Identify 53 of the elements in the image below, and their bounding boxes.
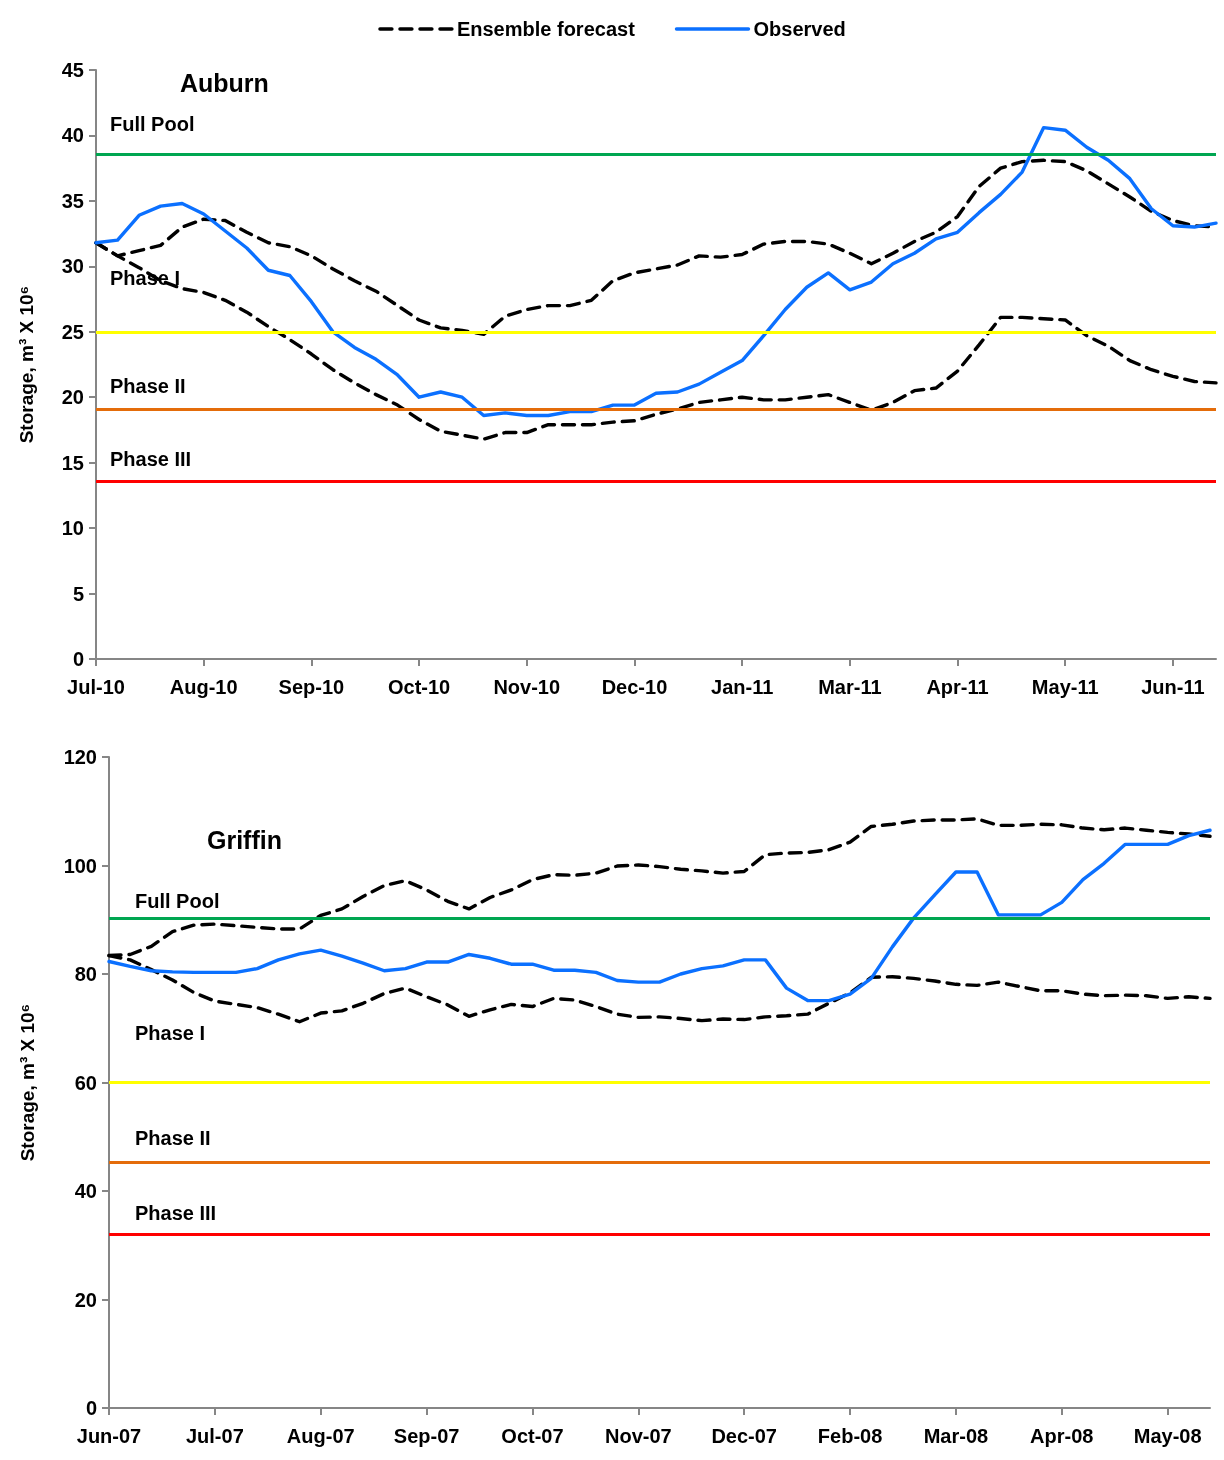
y-tick-label: 40 — [61, 124, 84, 147]
y-tick-label: 60 — [74, 1071, 97, 1094]
y-tick-label: 0 — [85, 1397, 97, 1419]
x-tick-label: May-08 — [1133, 1425, 1202, 1447]
x-tick-label: Oct-07 — [501, 1425, 564, 1447]
x-tick-label: Mar-11 — [818, 676, 882, 698]
x-tick-label: Sep-07 — [393, 1425, 460, 1447]
y-tick-label: 100 — [63, 854, 97, 877]
x-tick-label: Dec-10 — [601, 676, 668, 698]
x-tick-label: May-11 — [1031, 676, 1099, 698]
y-tick-label: 35 — [61, 189, 84, 212]
line-series — [107, 828, 1212, 1003]
x-tick-label: Nov-10 — [493, 676, 561, 698]
x-tick-label: Apr-08 — [1030, 1425, 1094, 1447]
y-axis-title: Storage, m³ X 10⁶ — [17, 1003, 38, 1162]
ref-line-label: Full Pool — [135, 890, 220, 913]
y-tick-label: 80 — [74, 963, 97, 985]
x-tick-label: Jul-10 — [67, 676, 125, 698]
ref-line-label: Full Pool — [110, 112, 195, 135]
y-tick-label: 25 — [61, 320, 84, 343]
y-tick-label: 45 — [61, 59, 84, 81]
x-tick-label: Mar-08 — [923, 1425, 989, 1447]
x-tick-label: Nov-07 — [604, 1425, 672, 1447]
text: Griffin — [207, 825, 282, 854]
x-tick-label: Jul-07 — [185, 1425, 244, 1447]
ref-line-label: Phase II — [135, 1127, 211, 1150]
y-axis-title: Storage, m³ X 10⁶ — [16, 285, 37, 444]
x-tick-label: Oct-10 — [387, 676, 451, 698]
chart-title: Auburn — [180, 68, 269, 97]
x-tick-label: Aug-07 — [286, 1425, 355, 1447]
ref-line-label: Phase II — [110, 374, 186, 397]
ref-line-label: Phase III — [135, 1201, 217, 1224]
legend-label: Observed — [753, 18, 846, 40]
y-tick-label: 30 — [61, 255, 84, 278]
y-tick-label: 20 — [61, 386, 84, 409]
x-tick-label: Jun-11 — [1141, 676, 1205, 698]
x-tick-label: Sep-10 — [278, 676, 345, 698]
y-tick-label: 15 — [61, 451, 84, 474]
y-tick-label: 5 — [72, 582, 84, 605]
x-tick-label: Apr-11 — [926, 676, 989, 698]
ref-line-label: Phase I — [135, 1022, 206, 1045]
legend-label: Ensemble forecast — [456, 18, 636, 40]
y-tick-label: 120 — [63, 746, 97, 768]
y-tick-label: 40 — [74, 1180, 97, 1202]
y-tick-label: 10 — [61, 517, 84, 540]
x-tick-label: Jun-07 — [76, 1425, 142, 1447]
y-tick-label: 20 — [74, 1288, 97, 1311]
x-tick-label: Dec-07 — [711, 1425, 777, 1447]
x-tick-label: Aug-10 — [169, 676, 238, 698]
x-tick-label: Feb-08 — [817, 1425, 883, 1447]
x-tick-label: Jan-11 — [711, 676, 774, 698]
y-tick-label: 0 — [72, 648, 84, 670]
ref-line-label: Phase III — [110, 448, 192, 471]
